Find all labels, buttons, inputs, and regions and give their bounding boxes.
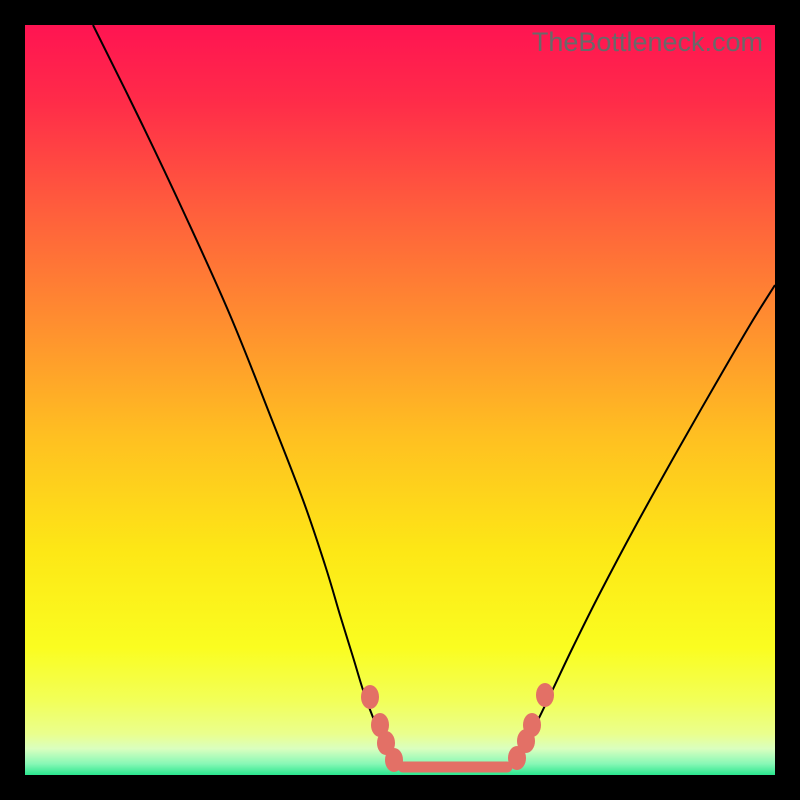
marker-left-3 [385,748,403,772]
plot-area: TheBottleneck.com [25,25,775,775]
curve-left [93,25,398,767]
marker-left-0 [361,685,379,709]
marker-right-3 [536,683,554,707]
chart-svg [25,25,775,775]
watermark-text: TheBottleneck.com [532,27,763,58]
marker-right-2 [523,713,541,737]
